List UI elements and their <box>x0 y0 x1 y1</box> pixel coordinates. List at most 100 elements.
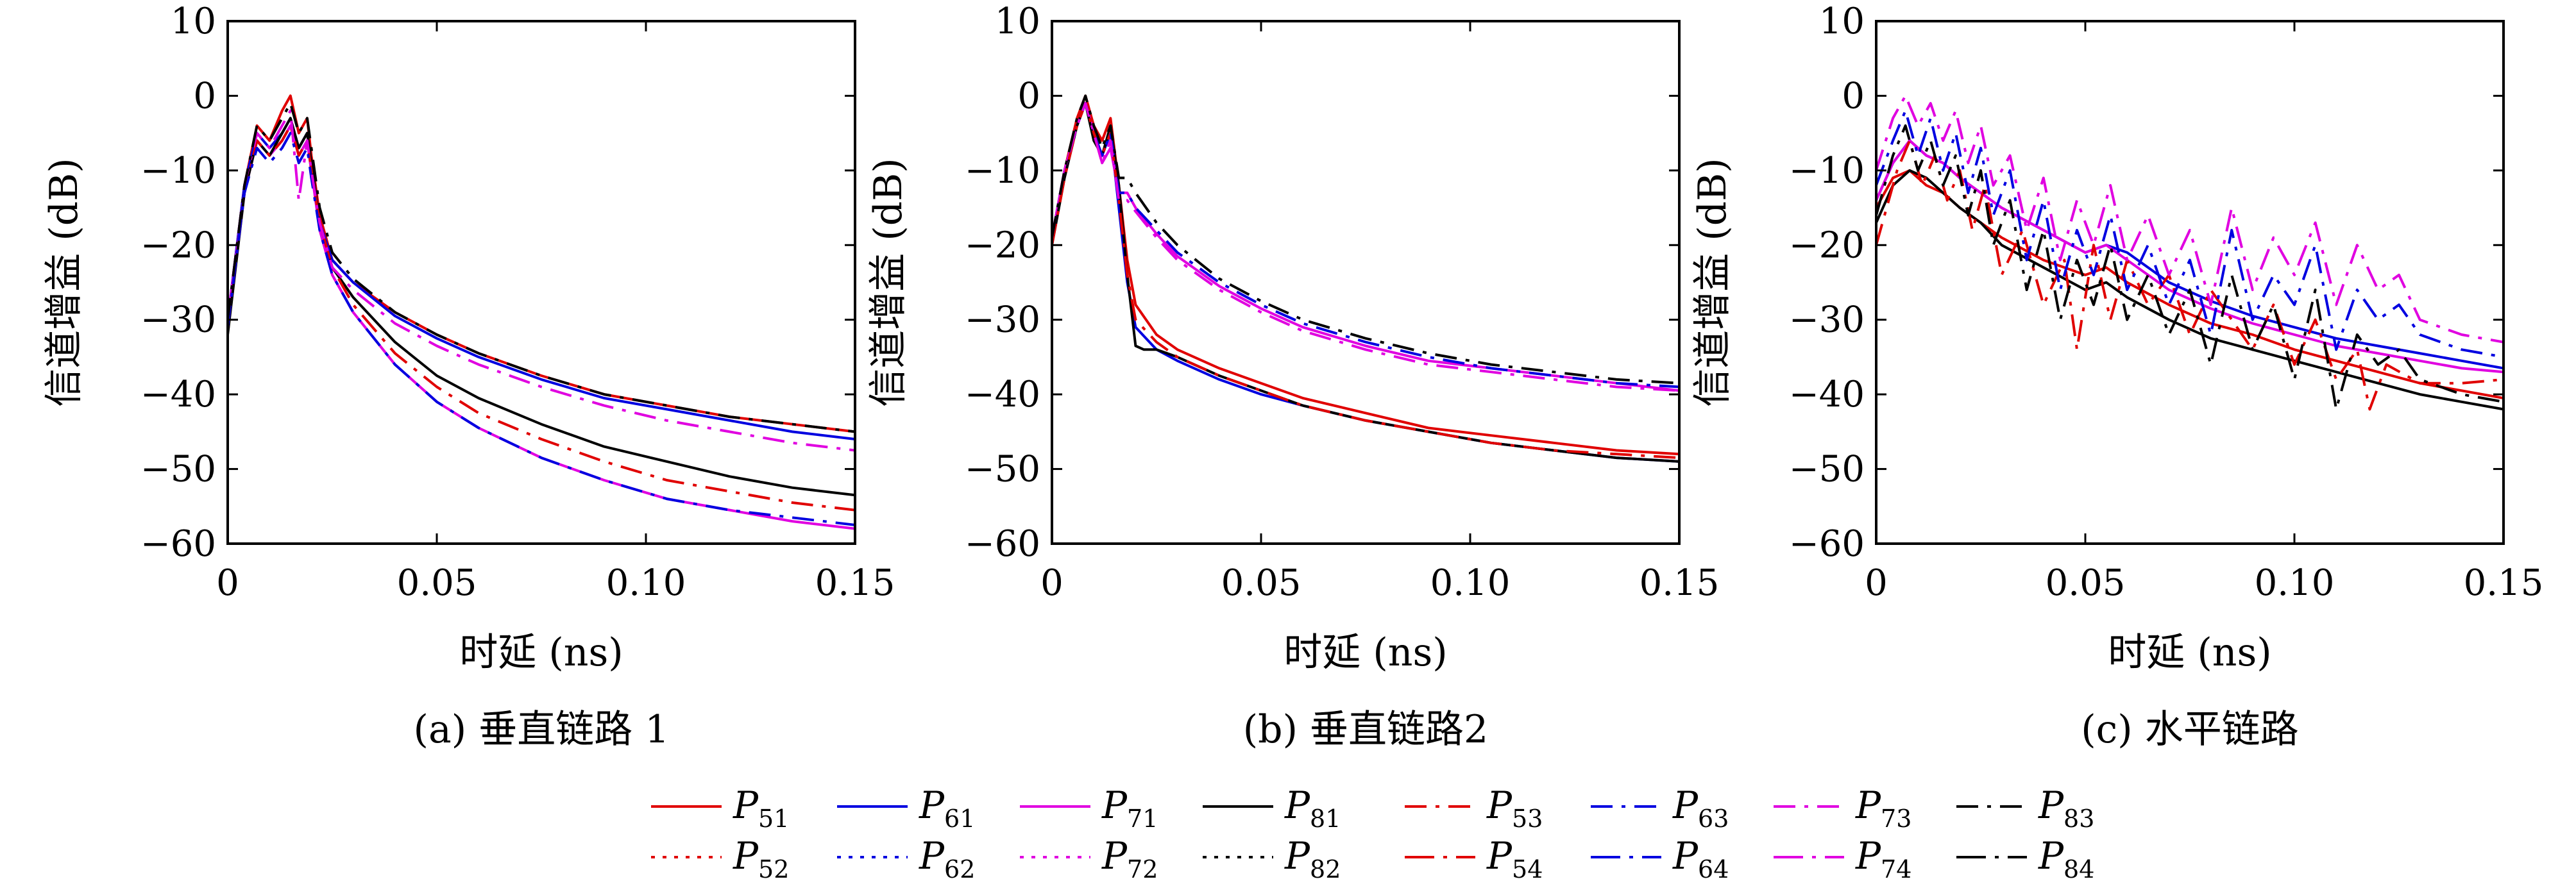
x-axis-title: 时延 (ns) <box>459 630 623 675</box>
series-line-p83 <box>1052 94 1679 385</box>
legend-label-sub: 51 <box>758 805 789 833</box>
series-line-p73 <box>228 109 855 452</box>
y-tick-label: −50 <box>1789 449 1865 490</box>
legend-item-p82: P82 <box>1203 834 1341 883</box>
legend-item-p61: P61 <box>837 783 975 833</box>
x-tick-label: 0.05 <box>1221 562 1301 604</box>
legend-label-sub: 64 <box>1698 855 1729 883</box>
legend-label-main: P <box>1284 834 1310 878</box>
legend-label-sub: 81 <box>1310 805 1341 833</box>
legend-label: P73 <box>1855 783 1911 833</box>
series-line-p83 <box>228 102 855 433</box>
x-tick-label: 0.10 <box>2255 562 2335 604</box>
legend-label-main: P <box>733 783 759 827</box>
y-tick-label: 10 <box>1819 1 1865 42</box>
series-line-p51 <box>1052 94 1679 456</box>
y-tick-label: 0 <box>1017 75 1040 117</box>
y-axis-title: 信道增益 (dB) <box>866 158 911 406</box>
series-group <box>228 94 855 530</box>
x-tick-label: 0 <box>1040 562 1063 604</box>
x-tick-label: 0.15 <box>815 562 895 604</box>
y-tick-label: −60 <box>1789 523 1865 565</box>
series-line-p61 <box>1876 139 2504 370</box>
legend-label: P54 <box>1486 834 1543 883</box>
panel-caption: (c) 水平链路 <box>2081 707 2299 752</box>
legend-label: P84 <box>2038 834 2094 883</box>
y-tick-label: −20 <box>1789 224 1865 266</box>
legend-label: P61 <box>919 783 975 833</box>
plot-frame <box>1875 20 2505 545</box>
x-tick-label: 0.15 <box>2464 562 2544 604</box>
legend-label-main: P <box>1101 834 1128 878</box>
series-group <box>1876 94 2504 411</box>
x-tick-label: 0.10 <box>606 562 686 604</box>
legend-item-p62: P62 <box>837 834 975 883</box>
series-line-p61 <box>1052 102 1679 463</box>
series-line-p53 <box>1052 102 1679 460</box>
y-tick-label: −50 <box>965 449 1040 490</box>
legend-label: P63 <box>1672 783 1729 833</box>
series-line-p53 <box>1876 139 2504 411</box>
legend-item-p73: P73 <box>1774 783 1911 833</box>
legend-label-main: P <box>1486 783 1513 827</box>
panel-caption: (a) 垂直链路 1 <box>414 707 670 752</box>
y-tick-label: −10 <box>965 150 1040 192</box>
series-line-p51 <box>1876 169 2504 399</box>
legend-label: P72 <box>1101 834 1158 883</box>
legend-label: P62 <box>919 834 975 883</box>
legend-item-p71: P71 <box>1020 783 1158 833</box>
legend-label: P74 <box>1855 834 1911 883</box>
legend-label-main: P <box>2038 834 2064 878</box>
legend-label-main: P <box>1855 783 1881 827</box>
series-line-p81 <box>1052 102 1679 463</box>
y-tick-label: −60 <box>140 523 216 565</box>
x-tick-label: 0.05 <box>397 562 477 604</box>
legend-label: P71 <box>1101 783 1158 833</box>
legend-label-sub: 74 <box>1881 855 1911 883</box>
legend-item-p81: P81 <box>1203 783 1341 833</box>
x-tick-label: 0 <box>1865 562 1888 604</box>
legend-label-main: P <box>1486 834 1513 878</box>
x-axis-title: 时延 (ns) <box>1284 630 1447 675</box>
legend-label: P81 <box>1284 783 1341 833</box>
legend-label-main: P <box>1855 834 1881 878</box>
legend-label-main: P <box>1101 783 1128 827</box>
series-line-p63 <box>1876 109 2504 358</box>
series-line-p71 <box>1052 102 1679 392</box>
legend-label: P82 <box>1284 834 1341 883</box>
x-axis-title: 时延 (ns) <box>2108 630 2271 675</box>
y-tick-label: −30 <box>965 299 1040 341</box>
series-line-p63 <box>228 131 855 526</box>
x-tick-label: 0.05 <box>2046 562 2126 604</box>
legend-label-main: P <box>919 834 945 878</box>
legend-label: P83 <box>2038 783 2094 833</box>
y-axis-title: 信道增益 (dB) <box>1690 158 1735 406</box>
y-tick-label: −50 <box>140 449 216 490</box>
legend-item-p83: P83 <box>1956 783 2094 833</box>
series-line-p83 <box>1876 124 2504 411</box>
x-tick-label: 0.15 <box>1640 562 1720 604</box>
y-tick-label: 0 <box>193 75 216 117</box>
legend-label-main: P <box>919 783 945 827</box>
legend-label-main: P <box>2038 783 2064 827</box>
legend-label-sub: 83 <box>2063 805 2094 833</box>
y-tick-label: −30 <box>140 299 216 341</box>
y-tick-label: 10 <box>171 1 216 42</box>
legend-label-sub: 52 <box>758 855 789 883</box>
legend-label-sub: 84 <box>2063 855 2094 883</box>
legend-item-p63: P63 <box>1591 783 1729 833</box>
y-tick-label: −40 <box>1789 374 1865 415</box>
legend-item-p53: P53 <box>1405 783 1543 833</box>
y-tick-label: −10 <box>1789 150 1865 192</box>
legend-label-main: P <box>1284 783 1310 827</box>
series-line-p71 <box>1876 139 2504 374</box>
series-line-p53 <box>228 124 855 512</box>
series-line-p73 <box>1876 94 2504 344</box>
y-tick-label: −40 <box>140 374 216 415</box>
y-tick-label: −20 <box>140 224 216 266</box>
